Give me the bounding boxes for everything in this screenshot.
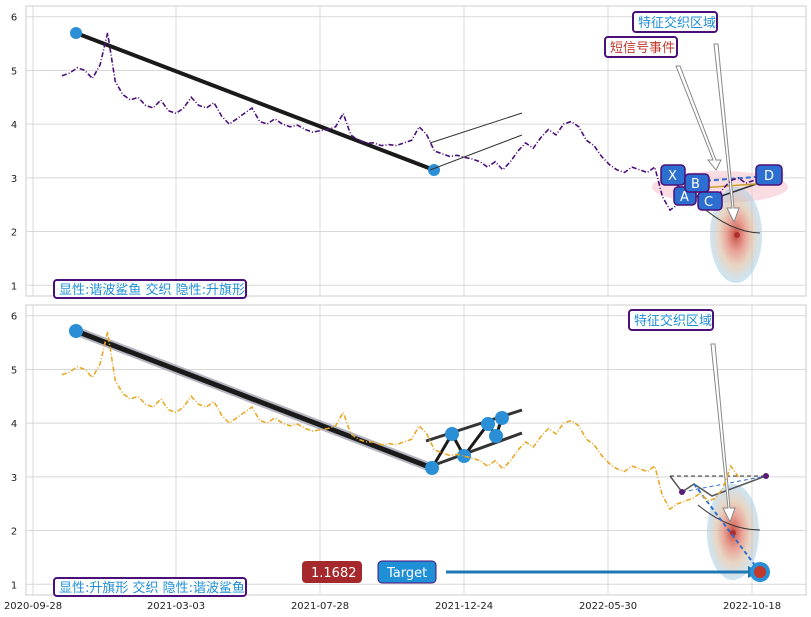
- bottom-dash-3: [693, 483, 761, 573]
- short-signal-box: 短信号事件: [604, 36, 678, 58]
- x-tick-label: 2021-03-03: [147, 601, 205, 612]
- xabcd-labels: X A B C D: [660, 164, 783, 211]
- label-b: B: [691, 177, 700, 192]
- y-tick-label: 6: [11, 13, 17, 24]
- y-tick-label: 1: [11, 281, 17, 292]
- bottom-decor: [69, 324, 770, 582]
- value-badge-text: 1.1682: [311, 566, 357, 581]
- y-tick-label: 2: [11, 228, 17, 239]
- bottom-pivot-b: [445, 427, 459, 441]
- bottom-feature-zone-box: 特征交织区域: [628, 309, 714, 331]
- value-badge: 1.1682: [302, 561, 362, 583]
- y-tick-label: 1: [11, 580, 17, 591]
- bottom-pivot-c: [457, 449, 471, 463]
- bottom-arrow: [710, 343, 736, 524]
- top-plot-area: [25, 5, 807, 297]
- bottom-point-2: [763, 473, 769, 479]
- bottom-point-1: [679, 489, 685, 495]
- top-channel-lower: [429, 134, 523, 171]
- x-tick-label: 2021-12-24: [435, 601, 493, 612]
- bottom-pivot-a: [425, 461, 439, 475]
- bottom-pivot-f: [495, 411, 509, 425]
- bottom-trend-line: [75, 328, 433, 471]
- bottom-annotation-box: 显性:升旗形 交织 隐性:谐波鲨鱼: [53, 577, 247, 597]
- label-a: A: [680, 190, 689, 205]
- top-annotation-text: 显性:谐波鲨鱼 交织 隐性:升旗形: [59, 282, 245, 298]
- target-point: [754, 566, 766, 578]
- y-tick-label: 3: [11, 174, 17, 185]
- bottom-zone-curve: [697, 504, 761, 531]
- top-channel-upper: [429, 112, 523, 144]
- y-tick-label: 4: [11, 419, 17, 430]
- y-tick-label: 3: [11, 473, 17, 484]
- label-d: D: [764, 169, 774, 184]
- y-tick-label: 6: [11, 312, 17, 323]
- label-c: C: [704, 195, 713, 210]
- y-tick-label: 4: [11, 120, 17, 131]
- top-blue-dash: [689, 175, 769, 183]
- y-tick-label: 5: [11, 66, 17, 77]
- y-tick-label: 2: [11, 527, 17, 538]
- top-pivot-start: [70, 27, 82, 39]
- series-line-bottom: [61, 331, 740, 511]
- tick-labels: 1 2 3 4 5 6 1 2 3 4 5 6 2020-09-28 2021-03-03 2021-07-…: [4, 13, 781, 612]
- x-tick-label: 2021-07-28: [291, 601, 349, 612]
- bottom-plot-area: [25, 304, 807, 596]
- top-decor: [70, 27, 788, 283]
- bottom-feature-zone-label: 特征交织区域: [634, 313, 712, 329]
- grid-lines: [26, 6, 806, 595]
- target-badge: Target: [377, 560, 437, 584]
- top-arrow-1: [675, 65, 722, 171]
- x-tick-label: 2022-10-18: [723, 601, 781, 612]
- bottom-channel-lower: [425, 431, 523, 470]
- bottom-annotation-text: 显性:升旗形 交织 隐性:谐波鲨鱼: [59, 580, 245, 596]
- series-layer: [61, 32, 785, 511]
- top-feature-zone-box: 特征交织区域: [632, 11, 718, 33]
- bottom-zone-center: [730, 530, 736, 536]
- top-trend-line: [75, 31, 435, 172]
- label-x: X: [668, 169, 677, 184]
- bottom-pivot-e: [489, 429, 503, 443]
- short-signal-label: 短信号事件: [610, 41, 675, 56]
- bottom-pivot-start: [69, 324, 83, 338]
- top-arrow-2: [713, 43, 740, 224]
- top-pivot-end: [428, 164, 440, 176]
- x-tick-label: 2022-05-30: [579, 601, 637, 612]
- top-feature-zone-label: 特征交织区域: [638, 15, 716, 31]
- top-annotation-box: 显性:谐波鲨鱼 交织 隐性:升旗形: [53, 279, 247, 299]
- x-tick-label: 2020-09-28: [4, 601, 62, 612]
- target-badge-text: Target: [386, 566, 427, 581]
- bottom-pivot-d: [481, 417, 495, 431]
- top-zone-center: [734, 232, 740, 238]
- y-tick-label: 5: [11, 365, 17, 376]
